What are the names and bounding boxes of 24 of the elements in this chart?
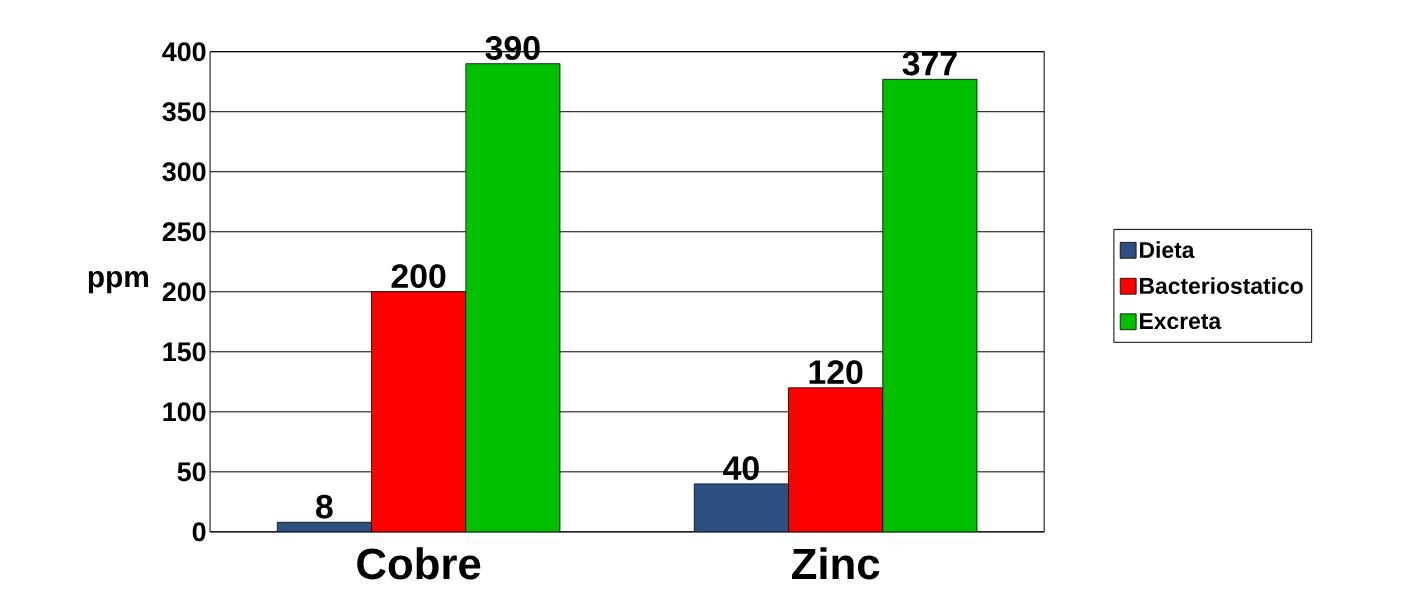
x-tick-label: Cobre	[357, 547, 481, 580]
data-label: 120	[809, 359, 863, 384]
y-tick-label: 300	[162, 162, 206, 182]
legend-label: Dieta	[1140, 241, 1195, 258]
data-label: 377	[902, 51, 957, 76]
legend-label: Bacteriostatico	[1140, 277, 1303, 294]
bar	[788, 387, 884, 532]
y-tick-label: 100	[163, 402, 206, 422]
bar	[693, 483, 789, 532]
data-label: 8	[316, 494, 333, 519]
bar	[371, 291, 467, 532]
y-tick-label: 350	[162, 101, 206, 122]
data-label: 200	[391, 263, 446, 288]
y-axis-title: ppm	[88, 270, 148, 294]
bar	[882, 78, 978, 532]
y-tick-label: 200	[162, 282, 206, 302]
x-tick-label: Zinc	[791, 547, 880, 580]
y-tick-label: 400	[162, 41, 206, 61]
bar	[465, 63, 561, 532]
y-tick-label: 0	[192, 522, 206, 542]
y-tick-label: 50	[177, 462, 206, 482]
y-tick-label: 250	[162, 222, 206, 242]
legend-label: Excreta	[1140, 312, 1222, 329]
y-tick-label: 150	[163, 342, 206, 362]
